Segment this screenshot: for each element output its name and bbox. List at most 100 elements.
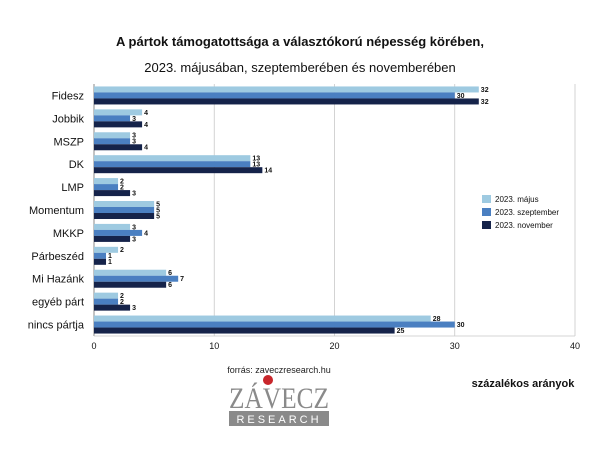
data-label: 6 <box>168 270 172 277</box>
data-label: 3 <box>132 139 136 146</box>
data-label: 5 <box>156 207 160 214</box>
x-tick-label: 30 <box>450 341 460 351</box>
category-label: DK <box>69 159 85 171</box>
x-tick-label: 0 <box>91 341 96 351</box>
bar <box>94 327 395 334</box>
bar <box>94 207 155 213</box>
data-label: 2 <box>120 184 124 191</box>
bar <box>94 281 167 288</box>
data-label: 3 <box>132 116 136 123</box>
data-label: 4 <box>144 110 148 117</box>
category-label: Mi Hazánk <box>32 274 84 286</box>
data-label: 3 <box>132 133 136 140</box>
category-label: MSZP <box>53 136 84 148</box>
category-label: Jobbik <box>52 113 84 125</box>
bar <box>94 275 179 282</box>
bar <box>94 246 119 253</box>
data-label: 1 <box>108 253 112 260</box>
category-label: Párbeszéd <box>31 251 84 263</box>
category-label: LMP <box>61 182 84 194</box>
legend-label: 2023. szeptember <box>495 208 559 217</box>
x-tick-label: 40 <box>570 341 580 351</box>
data-label: 28 <box>433 316 441 323</box>
data-label: 3 <box>132 305 136 312</box>
units-note: százalékos arányok <box>472 378 576 390</box>
bar <box>94 92 455 99</box>
bar <box>94 167 263 174</box>
bar <box>94 86 479 93</box>
data-label: 2 <box>120 299 124 306</box>
bar <box>94 235 131 242</box>
category-label: Momentum <box>29 205 84 217</box>
category-label: nincs pártja <box>28 320 85 332</box>
data-label: 3 <box>132 236 136 243</box>
bar <box>94 298 119 305</box>
data-label: 1 <box>108 259 112 266</box>
category-label: MKKP <box>53 228 84 240</box>
data-label: 6 <box>168 282 172 289</box>
legend: 2023. május 2023. szeptember 2023. novembe… <box>482 195 559 230</box>
data-label: 32 <box>481 99 489 106</box>
bar <box>94 161 251 168</box>
zavecz-logo: ZÁVECZ RESEARCH <box>229 375 329 426</box>
x-tick-label: 10 <box>209 341 219 351</box>
data-label: 7 <box>180 276 184 283</box>
bar <box>94 184 119 191</box>
x-tick-labels: 0 10 20 30 40 <box>91 341 580 351</box>
data-label: 5 <box>156 201 160 208</box>
bars-group: 3230324343341313142235553432116762232830… <box>94 86 489 335</box>
bar <box>94 109 143 116</box>
chart-subtitle: 2023. májusában, szeptemberében és novem… <box>144 60 456 75</box>
category-label: Fidesz <box>52 90 84 102</box>
data-label: 32 <box>481 87 489 94</box>
data-label: 2 <box>120 247 124 254</box>
x-tick-label: 20 <box>329 341 339 351</box>
data-label: 3 <box>132 190 136 197</box>
source-note: forrás: zaveczresearch.hu <box>227 365 331 375</box>
bar <box>94 115 131 122</box>
bar <box>94 201 155 207</box>
category-labels: Fidesz Jobbik MSZP DK LMP Momentum MKKP Párbesz… <box>28 90 85 331</box>
data-label: 4 <box>144 145 148 152</box>
data-label: 4 <box>144 230 148 237</box>
data-label: 30 <box>457 322 465 329</box>
bar <box>94 155 251 162</box>
legend-swatch <box>482 208 491 216</box>
bar <box>94 98 479 105</box>
logo-research-band <box>229 411 329 426</box>
bar <box>94 213 155 219</box>
data-label: 14 <box>264 168 272 175</box>
data-label: 25 <box>397 328 405 335</box>
data-label: 30 <box>457 93 465 100</box>
chart-title: A pártok támogatottsága a választókorú n… <box>116 34 484 49</box>
data-label: 3 <box>132 224 136 231</box>
bar <box>94 223 131 230</box>
data-label: 2 <box>120 178 124 185</box>
legend-swatch <box>482 195 491 203</box>
bar <box>94 292 119 299</box>
bar <box>94 304 131 311</box>
category-label: egyéb párt <box>32 297 84 309</box>
bar <box>94 138 131 145</box>
bar <box>94 190 131 197</box>
data-label: 4 <box>144 122 148 129</box>
bar <box>94 121 143 128</box>
logo-accent-dot <box>263 375 273 385</box>
legend-label: 2023. május <box>495 195 539 204</box>
data-label: 13 <box>252 156 260 163</box>
bar <box>94 229 143 236</box>
data-label: 13 <box>252 162 260 169</box>
bar <box>94 252 107 259</box>
bar <box>94 321 455 328</box>
bar <box>94 315 431 322</box>
data-label: 2 <box>120 293 124 300</box>
logo-wordmark: ZÁVECZ <box>229 382 329 415</box>
legend-label: 2023. november <box>495 221 553 230</box>
bar <box>94 144 143 151</box>
bar <box>94 178 119 185</box>
logo-research-label: RESEARCH <box>236 414 321 426</box>
bar <box>94 258 107 265</box>
data-label: 5 <box>156 213 160 220</box>
bar <box>94 269 167 276</box>
